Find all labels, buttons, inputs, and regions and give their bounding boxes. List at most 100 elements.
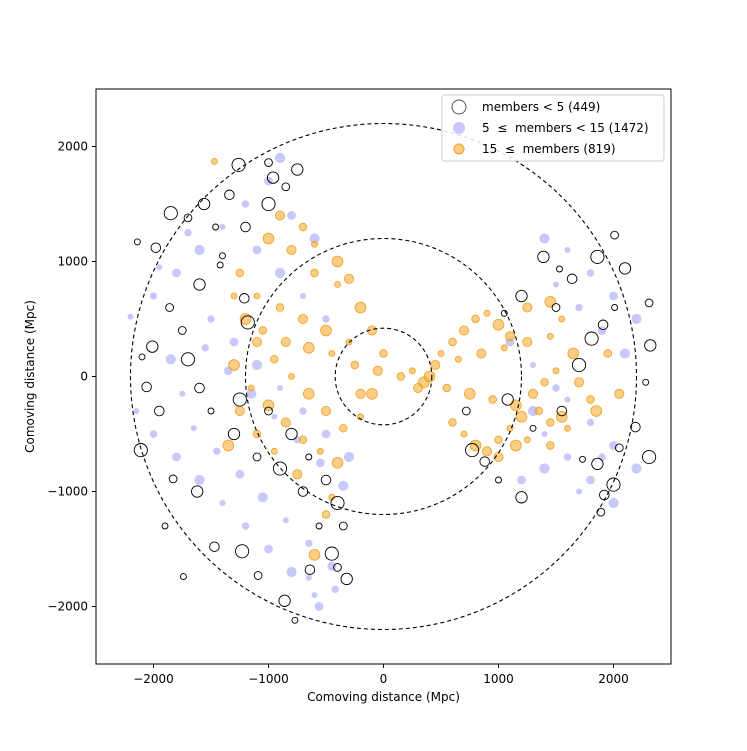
- point-large: [454, 355, 462, 363]
- point-large: [234, 405, 245, 416]
- point-medium: [619, 348, 631, 359]
- point-large: [558, 315, 566, 323]
- point-small: [146, 340, 159, 353]
- point-small: [161, 522, 169, 530]
- point-large: [275, 303, 285, 312]
- point-small: [479, 456, 490, 467]
- point-small: [240, 315, 255, 330]
- point-medium: [194, 244, 205, 256]
- y-tick-label: 1000: [57, 255, 88, 269]
- point-large: [320, 324, 332, 337]
- point-small: [630, 421, 641, 433]
- y-tick-label: 2000: [57, 140, 88, 154]
- point-medium: [213, 447, 221, 455]
- point-small: [291, 163, 304, 176]
- point-small: [133, 238, 141, 246]
- legend-marker-medium: [453, 122, 465, 134]
- point-small: [642, 378, 650, 386]
- point-large: [331, 255, 344, 268]
- point-small: [168, 474, 178, 484]
- point-small: [556, 405, 568, 417]
- plot-frame: [95, 88, 672, 665]
- point-large: [286, 244, 297, 255]
- point-medium: [184, 229, 192, 237]
- point-small: [584, 331, 599, 346]
- point-small: [291, 616, 299, 624]
- point-large: [523, 436, 531, 444]
- point-large: [253, 292, 261, 300]
- x-axis-label: Comoving distance (Mpc): [307, 690, 460, 704]
- point-large: [316, 447, 324, 455]
- scatter-points-layer: [127, 152, 657, 624]
- point-medium: [609, 291, 618, 301]
- point-medium: [271, 413, 278, 420]
- point-large: [288, 373, 295, 380]
- point-small: [611, 304, 619, 311]
- point-small: [180, 352, 196, 367]
- point-large: [310, 268, 319, 278]
- point-small: [235, 544, 250, 559]
- point-small: [216, 261, 224, 269]
- point-small: [197, 197, 211, 211]
- point-large: [534, 406, 543, 416]
- point-large: [239, 313, 252, 325]
- point-medium: [539, 463, 550, 474]
- point-medium: [564, 396, 571, 403]
- point-large: [483, 309, 491, 317]
- point-large: [302, 341, 315, 354]
- point-medium: [179, 390, 186, 397]
- point-small: [333, 563, 342, 572]
- point-small: [590, 249, 605, 264]
- point-small: [515, 289, 528, 303]
- point-medium: [190, 425, 197, 432]
- point-medium: [127, 313, 134, 320]
- point-large: [308, 548, 321, 561]
- point-large: [492, 318, 505, 331]
- point-large: [481, 446, 492, 457]
- point-medium: [156, 264, 163, 271]
- legend-frame: [441, 94, 665, 162]
- point-large: [546, 332, 554, 340]
- point-small: [227, 427, 241, 441]
- point-medium: [631, 463, 642, 474]
- point-medium: [300, 293, 306, 299]
- legend-marker-large: [453, 143, 465, 155]
- point-large: [544, 295, 557, 308]
- point-medium: [539, 233, 550, 244]
- reference-circle: [334, 327, 433, 426]
- point-medium: [314, 602, 324, 611]
- point-medium: [219, 500, 226, 506]
- point-small: [165, 303, 174, 312]
- point-small: [232, 392, 247, 407]
- point-large: [463, 387, 476, 400]
- point-small: [141, 381, 152, 393]
- point-large: [379, 349, 388, 358]
- point-medium: [311, 592, 318, 598]
- point-small: [278, 594, 291, 607]
- point-small: [644, 339, 657, 352]
- point-small: [618, 262, 632, 275]
- legend-label-large: 15 ≤ members (819): [482, 142, 616, 156]
- point-small: [566, 273, 578, 285]
- point-small: [183, 213, 193, 223]
- point-small: [191, 485, 204, 498]
- point-medium: [172, 268, 181, 278]
- point-small: [219, 252, 226, 260]
- point-small: [138, 353, 146, 361]
- point-small: [193, 278, 206, 291]
- point-medium: [277, 385, 283, 391]
- point-small: [320, 474, 332, 486]
- point-medium: [343, 451, 355, 463]
- point-small: [163, 206, 178, 221]
- point-small: [133, 443, 148, 458]
- point-medium: [586, 269, 595, 277]
- point-small: [642, 449, 657, 465]
- point-large: [280, 417, 291, 428]
- point-large: [350, 360, 359, 370]
- point-medium: [315, 458, 325, 468]
- point-large: [297, 313, 308, 324]
- point-medium: [246, 388, 257, 399]
- point-large: [292, 469, 303, 480]
- point-small: [495, 476, 502, 484]
